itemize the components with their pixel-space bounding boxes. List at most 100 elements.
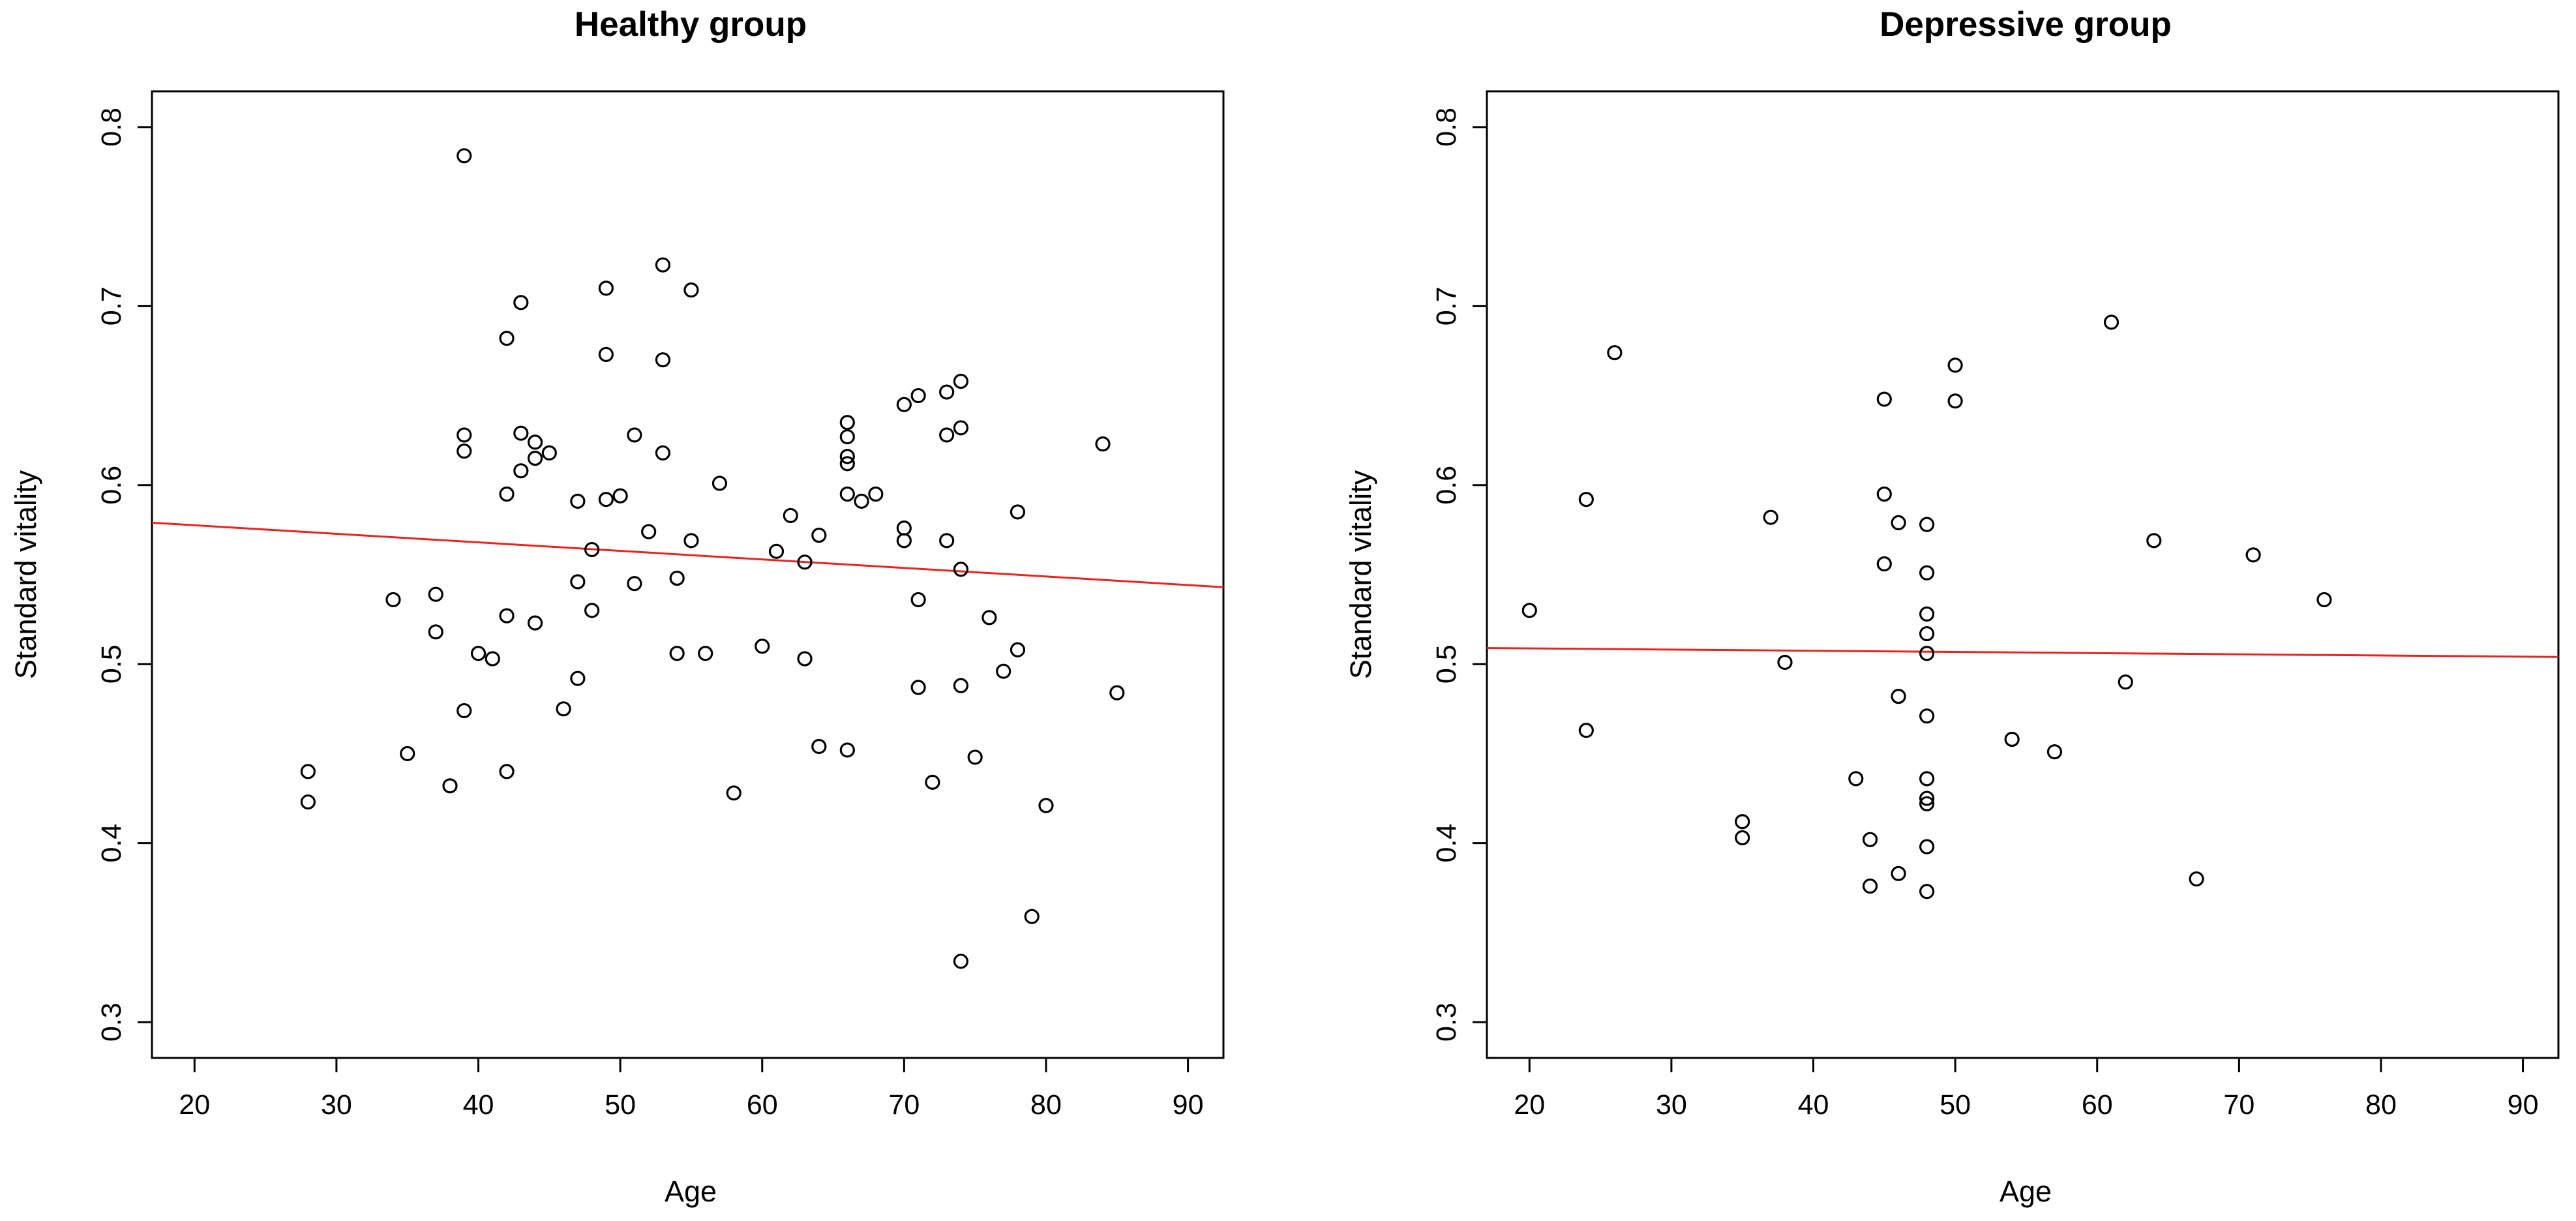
data-point xyxy=(400,746,415,762)
data-point xyxy=(457,427,472,443)
data-point xyxy=(910,592,926,608)
data-point xyxy=(1919,839,1935,854)
data-point xyxy=(896,397,912,412)
data-point xyxy=(527,451,543,466)
data-point xyxy=(457,444,472,459)
data-point xyxy=(768,543,785,559)
data-point xyxy=(2189,871,2204,887)
data-point xyxy=(2245,547,2261,563)
data-point xyxy=(457,702,472,719)
x-tick-label: 90 xyxy=(2508,1089,2539,1121)
data-point xyxy=(1578,723,1594,738)
data-point xyxy=(598,346,614,363)
y-tick-label: 0.5 xyxy=(96,644,127,684)
data-point xyxy=(442,778,458,794)
data-point xyxy=(1919,771,1935,787)
data-point xyxy=(300,764,316,779)
data-point xyxy=(584,603,600,618)
data-point xyxy=(2146,533,2162,549)
y-tick-label: 0.8 xyxy=(96,108,127,147)
y-tick-label: 0.7 xyxy=(96,286,127,325)
data-point xyxy=(925,774,940,790)
data-point xyxy=(896,533,912,549)
data-point xyxy=(1095,436,1111,452)
data-point xyxy=(953,420,969,436)
data-point xyxy=(1735,814,1750,830)
data-point xyxy=(1891,515,1906,531)
y-tick-label: 0.8 xyxy=(1431,108,1462,147)
data-point xyxy=(2103,314,2119,330)
data-point xyxy=(1919,884,1935,899)
depressive-group-panel: Depressive group Age Standard vitality 2… xyxy=(1344,5,2560,1208)
y-tick-label: 0.6 xyxy=(1431,466,1462,505)
data-point xyxy=(1735,830,1750,846)
data-point xyxy=(669,646,685,661)
data-point xyxy=(570,493,586,509)
data-point xyxy=(570,671,586,686)
x-tick-label: 90 xyxy=(1173,1089,1204,1121)
data-point xyxy=(1947,357,1963,373)
data-point xyxy=(513,295,529,310)
data-point xyxy=(2046,744,2063,760)
data-point xyxy=(868,486,884,502)
y-tick-label: 0.5 xyxy=(1431,644,1462,684)
data-point xyxy=(755,639,770,654)
data-point xyxy=(570,574,586,590)
x-tick-label: 60 xyxy=(747,1089,778,1121)
chart-title: Depressive group xyxy=(1880,5,2172,44)
data-point xyxy=(1919,791,1935,806)
data-point xyxy=(598,280,614,296)
data-point xyxy=(457,148,472,164)
x-tick-label: 30 xyxy=(321,1089,352,1121)
data-point xyxy=(1919,708,1935,724)
data-point xyxy=(839,486,855,502)
data-point xyxy=(1919,606,1935,622)
data-point xyxy=(967,749,983,765)
data-point xyxy=(669,570,685,586)
x-axis-label: Age xyxy=(665,1175,717,1208)
x-tick-label: 80 xyxy=(1030,1089,1062,1121)
data-point xyxy=(1876,556,1892,572)
data-point xyxy=(783,507,798,524)
data-point xyxy=(655,352,671,368)
data-point xyxy=(627,576,642,592)
x-tick-label: 60 xyxy=(2082,1089,2113,1121)
data-point xyxy=(2118,674,2133,690)
x-tick-label: 30 xyxy=(1656,1089,1687,1121)
x-tick-label: 70 xyxy=(2223,1089,2254,1121)
data-point xyxy=(513,425,529,441)
data-point xyxy=(428,624,443,640)
data-point xyxy=(811,528,827,543)
data-point xyxy=(711,475,728,491)
data-point xyxy=(1109,685,1125,701)
x-tick-label: 50 xyxy=(605,1089,636,1121)
data-point xyxy=(1777,654,1793,671)
regression-line xyxy=(151,521,1224,588)
regression-line xyxy=(1486,647,2559,658)
data-point xyxy=(499,608,515,624)
y-tick-label: 0.6 xyxy=(96,466,127,505)
data-point xyxy=(839,456,855,472)
x-tick-label: 40 xyxy=(1798,1089,1829,1121)
data-point xyxy=(300,794,316,810)
data-point xyxy=(499,486,515,502)
data-point xyxy=(527,615,543,631)
data-point xyxy=(641,524,657,539)
chart-title: Healthy group xyxy=(575,5,807,44)
data-point xyxy=(839,429,855,445)
y-tick-label: 0.4 xyxy=(96,824,127,863)
x-tick-label: 70 xyxy=(888,1089,920,1121)
data-point xyxy=(698,646,713,661)
data-point xyxy=(2316,592,2332,608)
y-tick-label: 0.3 xyxy=(1431,1002,1462,1042)
data-point xyxy=(1876,486,1892,502)
axis-ticks: 20 30 40 50 60 70 80 90 0.3 0.4 0.5 0.6 0.7 0.8 xyxy=(1431,108,2539,1121)
data-point xyxy=(584,541,600,558)
data-point xyxy=(556,701,571,717)
data-point xyxy=(1876,391,1892,407)
data-point xyxy=(541,445,557,460)
data-point xyxy=(1024,909,1040,924)
healthy-group-panel: Healthy group Age Standard vitality 20 30… xyxy=(9,5,1225,1208)
plot-frame xyxy=(1486,90,2560,1059)
plot-frame xyxy=(151,90,1225,1059)
